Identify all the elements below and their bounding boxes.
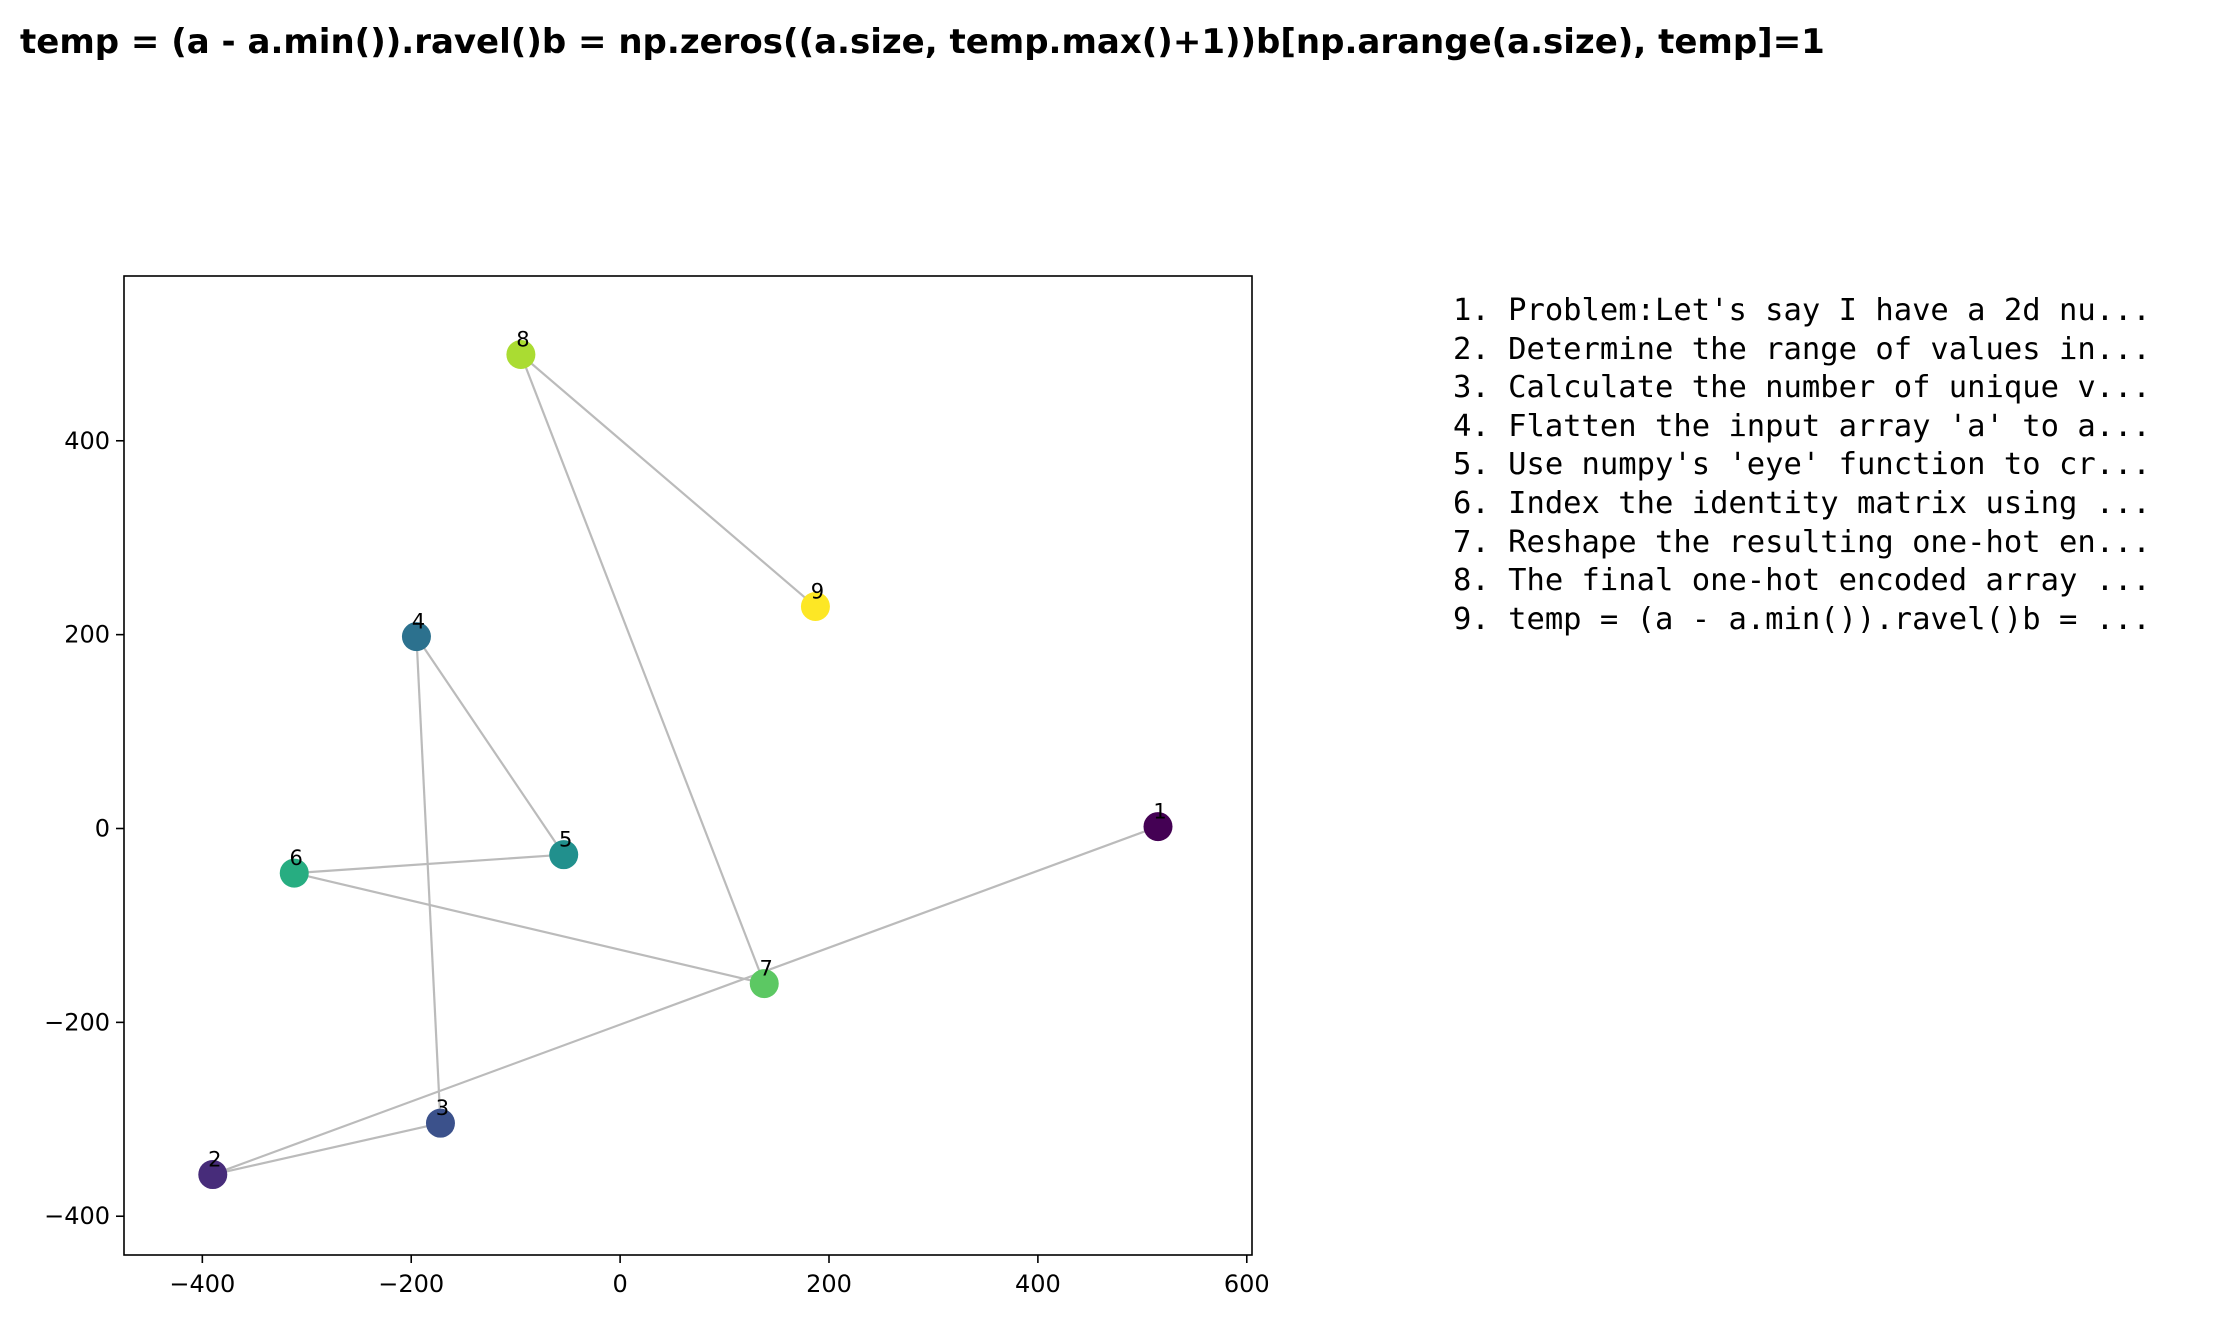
point-label-5: 5 — [559, 828, 572, 852]
y-axis-ticks: −400 −200 0 200 400 — [44, 427, 124, 1230]
y-tick-label: −400 — [44, 1202, 110, 1230]
data-point-1 — [1143, 812, 1173, 842]
point-label-7: 7 — [760, 957, 773, 981]
connection-line-8-9 — [520, 353, 817, 608]
connection-line-3-4 — [415, 636, 442, 1124]
step-item: 6. Index the identity matrix using ... — [1453, 485, 2151, 521]
step-item: 3. Calculate the number of unique v... — [1453, 370, 2151, 406]
data-point-7 — [749, 969, 779, 999]
data-point-3 — [425, 1108, 455, 1138]
y-tick-label: 400 — [64, 427, 110, 455]
x-tick-label: −400 — [169, 1270, 235, 1298]
point-label-2: 2 — [208, 1148, 221, 1172]
step-item: 7. Reshape the resulting one-hot en... — [1453, 524, 2151, 560]
connection-lines — [212, 353, 1159, 1176]
point-label-6: 6 — [290, 846, 303, 870]
data-points — [198, 340, 1173, 1190]
chart-title: temp = (a - a.min()).ravel()b = np.zeros… — [20, 22, 1825, 62]
x-tick-label: 400 — [1015, 1270, 1061, 1298]
y-tick-label: 0 — [95, 815, 110, 843]
y-tick-label: −200 — [44, 1008, 110, 1036]
data-point-5 — [549, 840, 579, 870]
step-item: 9. temp = (a - a.min()).ravel()b = ... — [1453, 601, 2151, 637]
steps-list: 1. Problem:Let's say I have a 2d nu... 2.… — [1453, 292, 2151, 639]
point-label-1: 1 — [1153, 800, 1166, 824]
step-item: 8. The final one-hot encoded array ... — [1453, 563, 2151, 599]
step-item: 5. Use numpy's 'eye' function to cr... — [1453, 447, 2151, 483]
data-point-6 — [279, 858, 309, 888]
x-tick-label: 200 — [806, 1270, 852, 1298]
x-tick-label: 600 — [1224, 1270, 1270, 1298]
connection-line-7-8 — [519, 354, 766, 984]
point-label-3: 3 — [436, 1096, 449, 1120]
point-label-4: 4 — [412, 610, 425, 634]
point-label-9: 9 — [811, 580, 824, 604]
step-item: 1. Problem:Let's say I have a 2d nu... — [1453, 293, 2151, 328]
data-point-4 — [401, 622, 431, 652]
connection-line-6-7 — [293, 872, 765, 985]
y-tick-label: 200 — [64, 621, 110, 649]
data-point-8 — [506, 340, 536, 370]
data-point-2 — [198, 1160, 228, 1190]
connection-line-1-2 — [212, 825, 1159, 1176]
connection-line-4-5 — [415, 635, 565, 856]
step-item: 4. Flatten the input array 'a' to a... — [1453, 408, 2151, 444]
step-item: 2. Determine the range of values in... — [1453, 331, 2151, 367]
data-point-9 — [800, 592, 830, 622]
axes-frame — [123, 275, 1253, 1256]
connection-line-2-3 — [212, 1122, 441, 1176]
point-label-8: 8 — [516, 328, 529, 352]
x-tick-label: 0 — [612, 1270, 627, 1298]
point-labels: 1 2 3 4 5 6 7 8 9 — [208, 328, 1167, 1172]
x-axis-ticks: −400 −200 0 200 400 600 — [169, 1255, 1270, 1298]
connection-line-5-6 — [294, 853, 564, 875]
x-tick-label: −200 — [378, 1270, 444, 1298]
